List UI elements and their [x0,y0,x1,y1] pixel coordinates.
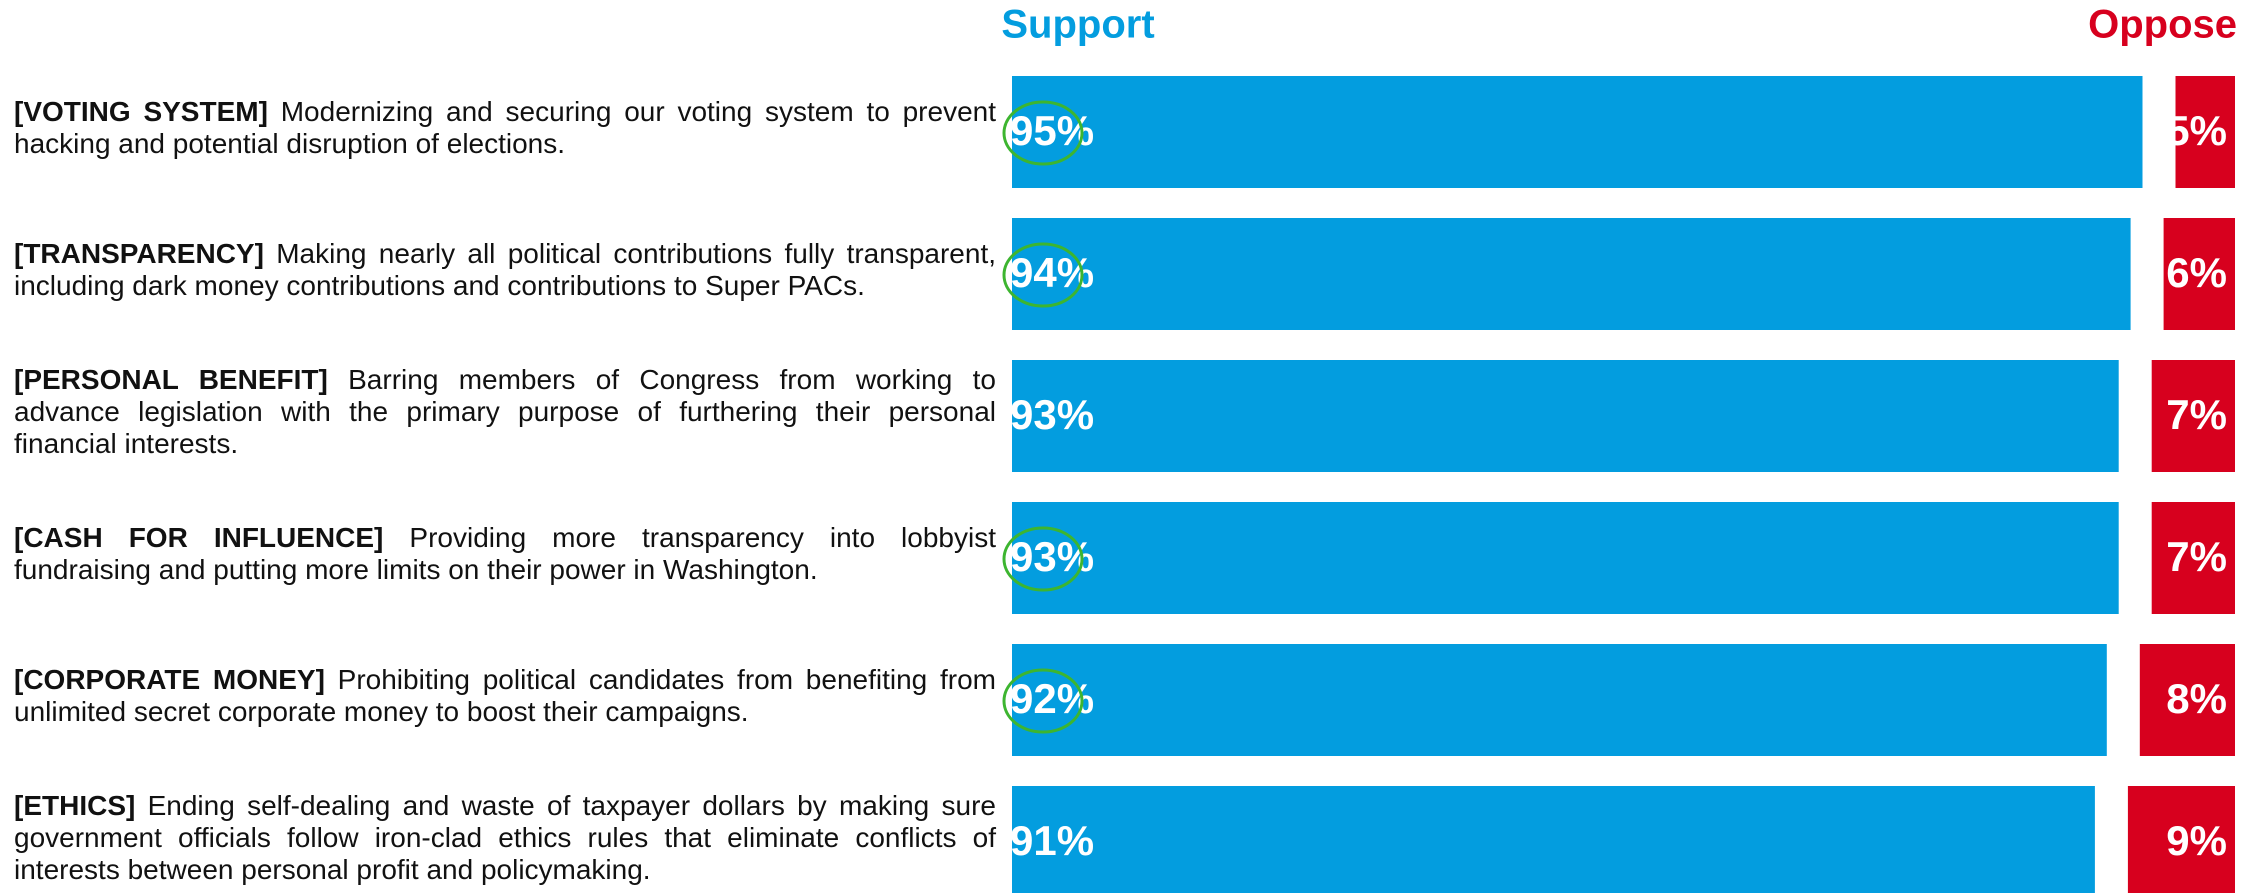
oppose-bar [2163,218,2235,330]
oppose-bar [2175,76,2235,188]
support-bar [1012,786,2095,893]
oppose-bar [2139,644,2235,756]
category-text: [CORPORATE MONEY] Prohibiting political … [14,664,996,727]
oppose-label: 7% [2166,533,2227,580]
category-text: [TRANSPARENCY] Making nearly all politic… [14,238,996,301]
oppose-header: Oppose [2088,3,2237,47]
support-bar [1012,218,2131,330]
oppose-bar [2151,360,2235,472]
category-text: [CASH FOR INFLUENCE] Providing more tran… [14,522,996,585]
category-text: [VOTING SYSTEM] Modernizing and securing… [14,96,996,159]
support-header: Support [1001,3,1154,47]
highlight-circle [1002,100,1084,166]
highlight-circle [1002,526,1084,592]
oppose-label: 8% [2166,675,2227,722]
highlight-circle [1002,668,1084,734]
category-label: [ETHICS] Ending self-dealing and waste o… [14,782,996,893]
category-text: [ETHICS] Ending self-dealing and waste o… [14,790,996,885]
support-label: 93% [1010,391,1094,438]
category-label: [PERSONAL BENEFIT] Barring members of Co… [14,356,996,468]
support-bar [1012,644,2107,756]
support-bar [1012,360,2119,472]
oppose-label: 5% [2166,107,2227,154]
category-label: [VOTING SYSTEM] Modernizing and securing… [14,72,996,184]
support-bar [1012,502,2119,614]
category-text: [PERSONAL BENEFIT] Barring members of Co… [14,364,996,459]
oppose-bar [2127,786,2235,893]
oppose-bar [2151,502,2235,614]
category-label: [CORPORATE MONEY] Prohibiting political … [14,640,996,752]
category-label: [CASH FOR INFLUENCE] Providing more tran… [14,498,996,610]
support-label: 91% [1010,817,1094,864]
oppose-label: 7% [2166,391,2227,438]
category-label: [TRANSPARENCY] Making nearly all politic… [14,214,996,326]
oppose-label: 6% [2166,249,2227,296]
highlight-circle [1002,242,1084,308]
oppose-label: 9% [2166,817,2227,864]
support-bar [1012,76,2143,188]
